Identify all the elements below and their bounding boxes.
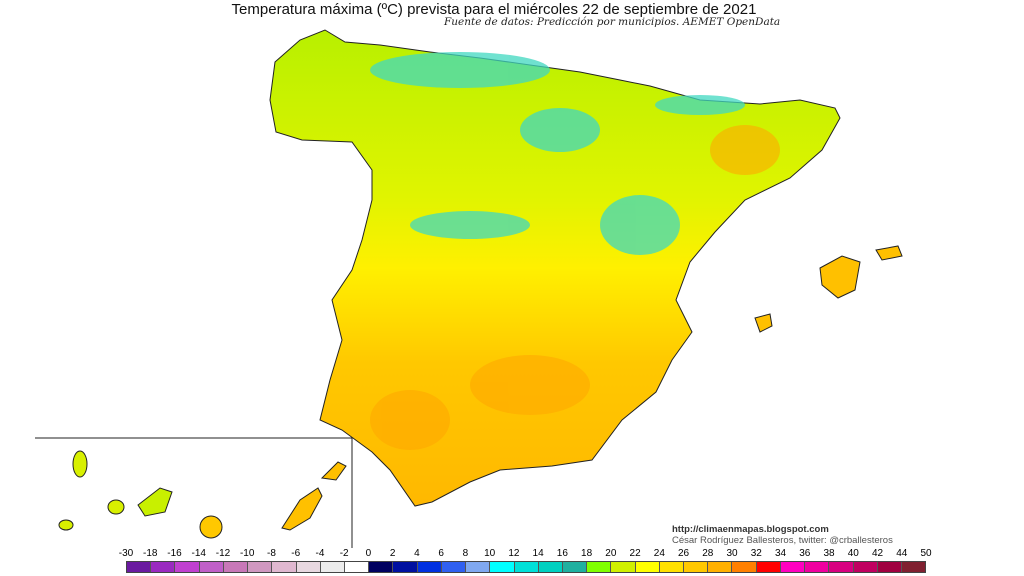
legend-label: 8 (462, 548, 469, 559)
legend-label: -2 (339, 548, 349, 559)
legend-swatch (756, 562, 781, 572)
legend-swatch (514, 562, 539, 572)
legend-swatch (829, 562, 854, 572)
legend-label: 26 (678, 548, 690, 559)
legend-label: 12 (508, 548, 520, 559)
legend-label: 28 (702, 548, 714, 559)
legend-swatch (611, 562, 636, 572)
legend-swatch (659, 562, 685, 572)
legend-label: -10 (239, 548, 255, 559)
legend-label: 14 (532, 548, 544, 559)
legend-swatch (562, 562, 588, 572)
legend-swatch (780, 562, 806, 572)
legend-label: -18 (143, 548, 158, 559)
legend-swatch (369, 562, 394, 572)
color-scale-legend: -30 -18 -16 -14 -12 -10 -8 -6 -4 -2 0 2 4 6 8 10 12 14 16 1… (119, 548, 932, 576)
legend-swatch (344, 562, 370, 572)
legend-swatch (393, 562, 418, 572)
legend-swatch (902, 562, 926, 572)
legend-swatch (805, 562, 830, 572)
legend-swatch (272, 562, 297, 572)
legend-label: -8 (267, 548, 276, 559)
legend-label: -12 (215, 548, 231, 559)
legend-label: -14 (191, 548, 206, 559)
legend-color-bar (126, 561, 926, 573)
legend-swatch (199, 562, 224, 572)
legend-swatch (708, 562, 733, 572)
mainland-spain (269, 29, 841, 507)
legend-swatch (490, 562, 515, 572)
legend-swatch (320, 562, 345, 572)
legend-label: 30 (726, 548, 738, 559)
legend-swatch (417, 562, 442, 572)
legend-label: 34 (774, 548, 787, 559)
cool-mountain-areas (370, 52, 745, 255)
legend-swatch (441, 562, 467, 572)
blog-link[interactable]: http://climaenmapas.blogspot.com (672, 524, 829, 535)
legend-label: -30 (118, 548, 134, 559)
legend-label: 22 (629, 548, 641, 559)
legend-label: 2 (389, 548, 396, 559)
legend-swatch (296, 562, 321, 572)
legend-label: 44 (896, 548, 908, 559)
legend-label: -16 (167, 548, 182, 559)
legend-swatch (151, 562, 176, 572)
credits: http://climaenmapas.blogspot.com César R… (672, 524, 893, 546)
legend-swatch (877, 562, 902, 572)
legend-label: 36 (799, 548, 811, 559)
author-credit: César Rodríguez Ballesteros, twitter: @c… (672, 535, 893, 546)
legend-swatch (587, 562, 612, 572)
data-source: Fuente de datos: Predicción por municipi… (444, 16, 781, 28)
legend-label: 4 (414, 548, 420, 559)
legend-label: 42 (871, 548, 884, 559)
legend-label: 16 (556, 548, 568, 559)
canary-islands-inset (35, 437, 353, 548)
legend-label: 38 (823, 548, 835, 559)
legend-label: 10 (484, 548, 496, 559)
legend-label: -4 (315, 548, 325, 559)
balearic-islands (754, 245, 903, 333)
legend-swatch (538, 562, 563, 572)
legend-swatch (466, 562, 491, 572)
warm-areas (370, 125, 780, 450)
legend-swatch (684, 562, 709, 572)
legend-label: 32 (750, 548, 762, 559)
legend-swatch (732, 562, 757, 572)
legend-labels: -30 -18 -16 -14 -12 -10 -8 -6 -4 -2 0 2 4 6 8 10 12 14 16 1… (119, 548, 932, 560)
legend-swatch (853, 562, 878, 572)
legend-label: 50 (920, 548, 932, 559)
legend-label: -6 (291, 548, 301, 559)
legend-swatch (127, 562, 152, 572)
legend-swatch (248, 562, 273, 572)
map-title: Temperatura máxima (ºC) prevista para el… (231, 1, 757, 18)
legend-label: 0 (365, 548, 372, 559)
legend-label: 6 (438, 548, 444, 559)
legend-label: 20 (605, 548, 617, 559)
legend-swatch (223, 562, 249, 572)
legend-label: 40 (847, 548, 859, 559)
legend-label: 24 (653, 548, 665, 559)
legend-swatch (175, 562, 200, 572)
legend-label: 18 (581, 548, 593, 559)
legend-swatch (635, 562, 660, 572)
